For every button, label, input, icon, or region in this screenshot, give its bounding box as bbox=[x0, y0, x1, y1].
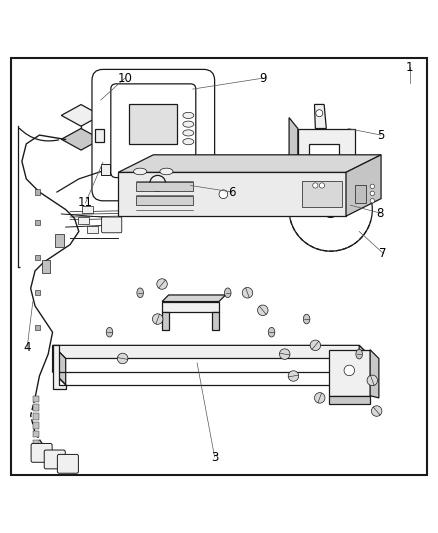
Text: 7: 7 bbox=[379, 247, 387, 260]
Ellipse shape bbox=[356, 349, 362, 359]
Polygon shape bbox=[53, 345, 66, 389]
FancyBboxPatch shape bbox=[31, 443, 52, 462]
Circle shape bbox=[117, 353, 128, 364]
Circle shape bbox=[370, 191, 374, 196]
Polygon shape bbox=[53, 345, 66, 385]
Circle shape bbox=[152, 314, 163, 324]
Bar bbox=[33, 405, 39, 411]
Circle shape bbox=[313, 183, 318, 188]
Bar bbox=[212, 312, 219, 330]
Bar bbox=[33, 413, 39, 420]
Bar bbox=[302, 181, 342, 207]
FancyBboxPatch shape bbox=[92, 69, 215, 201]
Bar bbox=[35, 189, 40, 195]
Bar bbox=[35, 220, 40, 225]
Text: 5: 5 bbox=[378, 128, 385, 142]
Text: 8: 8 bbox=[377, 207, 384, 220]
Circle shape bbox=[323, 201, 339, 217]
Bar bbox=[55, 233, 64, 247]
Bar bbox=[35, 325, 40, 330]
Polygon shape bbox=[328, 395, 370, 405]
Ellipse shape bbox=[225, 288, 231, 297]
Polygon shape bbox=[346, 155, 381, 216]
Bar bbox=[136, 197, 193, 205]
Bar bbox=[129, 104, 177, 144]
Circle shape bbox=[242, 287, 253, 298]
Text: 10: 10 bbox=[117, 71, 132, 85]
Circle shape bbox=[367, 375, 378, 386]
Polygon shape bbox=[370, 350, 379, 398]
Circle shape bbox=[150, 175, 166, 191]
Ellipse shape bbox=[303, 314, 310, 324]
Polygon shape bbox=[53, 345, 372, 359]
Bar bbox=[33, 440, 39, 446]
Circle shape bbox=[279, 349, 290, 359]
Polygon shape bbox=[61, 104, 101, 126]
Bar bbox=[162, 302, 219, 312]
Bar bbox=[42, 260, 50, 273]
Bar bbox=[136, 182, 193, 191]
Circle shape bbox=[157, 279, 167, 289]
Circle shape bbox=[316, 110, 323, 117]
Bar bbox=[78, 217, 89, 224]
Circle shape bbox=[371, 406, 382, 416]
FancyBboxPatch shape bbox=[44, 450, 65, 469]
Polygon shape bbox=[298, 128, 355, 183]
FancyBboxPatch shape bbox=[57, 455, 78, 473]
FancyBboxPatch shape bbox=[111, 84, 196, 177]
Ellipse shape bbox=[183, 139, 194, 145]
Polygon shape bbox=[359, 345, 372, 385]
Ellipse shape bbox=[106, 327, 113, 337]
Polygon shape bbox=[309, 144, 339, 170]
Circle shape bbox=[310, 340, 321, 351]
Bar bbox=[33, 431, 39, 437]
Circle shape bbox=[289, 168, 372, 251]
Circle shape bbox=[258, 305, 268, 316]
Bar bbox=[355, 185, 366, 203]
Text: 1: 1 bbox=[406, 61, 413, 74]
Ellipse shape bbox=[137, 288, 143, 297]
Bar bbox=[118, 172, 346, 216]
Ellipse shape bbox=[268, 327, 275, 337]
Text: 9: 9 bbox=[259, 71, 267, 85]
Bar bbox=[35, 255, 40, 260]
Circle shape bbox=[314, 393, 325, 403]
Text: 11: 11 bbox=[78, 197, 93, 209]
Polygon shape bbox=[61, 128, 101, 150]
Bar bbox=[162, 312, 169, 330]
Ellipse shape bbox=[183, 121, 194, 127]
Ellipse shape bbox=[183, 112, 194, 118]
Circle shape bbox=[370, 184, 374, 189]
Polygon shape bbox=[118, 155, 381, 172]
Text: 6: 6 bbox=[228, 185, 236, 198]
Circle shape bbox=[319, 183, 325, 188]
Bar bbox=[87, 226, 98, 233]
Polygon shape bbox=[162, 295, 226, 302]
Polygon shape bbox=[328, 350, 370, 395]
Ellipse shape bbox=[134, 168, 147, 175]
Bar bbox=[95, 128, 104, 142]
Bar bbox=[82, 206, 93, 213]
Circle shape bbox=[344, 365, 355, 376]
Polygon shape bbox=[314, 104, 326, 128]
Bar bbox=[101, 165, 110, 175]
Ellipse shape bbox=[183, 130, 194, 136]
Ellipse shape bbox=[160, 168, 173, 175]
FancyBboxPatch shape bbox=[102, 217, 122, 233]
Circle shape bbox=[370, 199, 374, 203]
Bar bbox=[33, 422, 39, 429]
Circle shape bbox=[288, 371, 299, 381]
Circle shape bbox=[219, 190, 228, 199]
Text: 3: 3 bbox=[211, 450, 218, 464]
Bar bbox=[35, 290, 40, 295]
Bar bbox=[33, 395, 39, 402]
Text: 4: 4 bbox=[23, 341, 31, 354]
Polygon shape bbox=[289, 118, 298, 183]
